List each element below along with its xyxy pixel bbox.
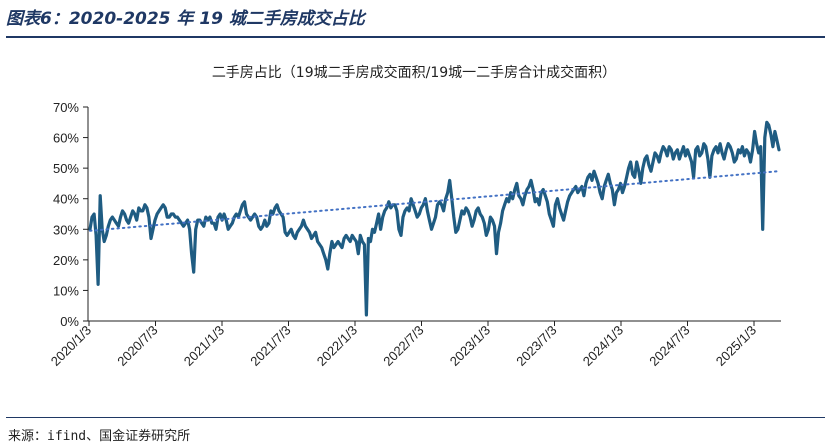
y-tick-label: 60% <box>53 131 79 146</box>
y-tick-label: 30% <box>53 222 79 237</box>
source-note: 来源：ifind、国金证券研究所 <box>8 429 191 444</box>
x-tick-label: 2020/7/3 <box>114 323 160 369</box>
x-tick-label: 2023/1/3 <box>447 323 493 369</box>
plot-area <box>88 120 781 317</box>
y-tick-label: 70% <box>53 100 79 115</box>
x-axis: 2020/1/3 2020/7/3 2021/1/3 2021/7/3 2022/1/3… <box>48 320 781 369</box>
x-tick-label: 2021/1/3 <box>181 323 227 369</box>
y-axis: 0% 10% 20% 30% 40% 50% 60% 70% <box>53 100 89 329</box>
figure-title: 图表6：2020-2025 年 19 城二手房成交占比 <box>6 9 365 29</box>
y-tick-label: 40% <box>53 192 79 207</box>
x-tick-label: 2022/1/3 <box>314 323 360 369</box>
x-tick-label: 2025/1/3 <box>713 323 759 369</box>
y-tick-label: 0% <box>60 314 79 329</box>
header-rule <box>6 36 825 38</box>
x-tick-label: 2022/7/3 <box>380 323 426 369</box>
x-tick-label: 2024/7/3 <box>646 323 692 369</box>
trend-line <box>89 170 780 232</box>
chart-title: 二手房占比（19城二手房成交面积/19城一二手房合计成交面积） <box>212 64 616 81</box>
footer-rule <box>6 417 825 418</box>
x-tick-label: 2024/1/3 <box>580 323 626 369</box>
x-tick-label: 2023/7/3 <box>513 323 559 369</box>
y-tick-label: 50% <box>53 161 79 176</box>
series-line <box>88 120 781 317</box>
x-tick-label: 2020/1/3 <box>48 323 94 369</box>
x-tick-label: 2021/7/3 <box>247 323 293 369</box>
y-tick-label: 20% <box>53 253 79 268</box>
y-tick-label: 10% <box>53 283 79 298</box>
